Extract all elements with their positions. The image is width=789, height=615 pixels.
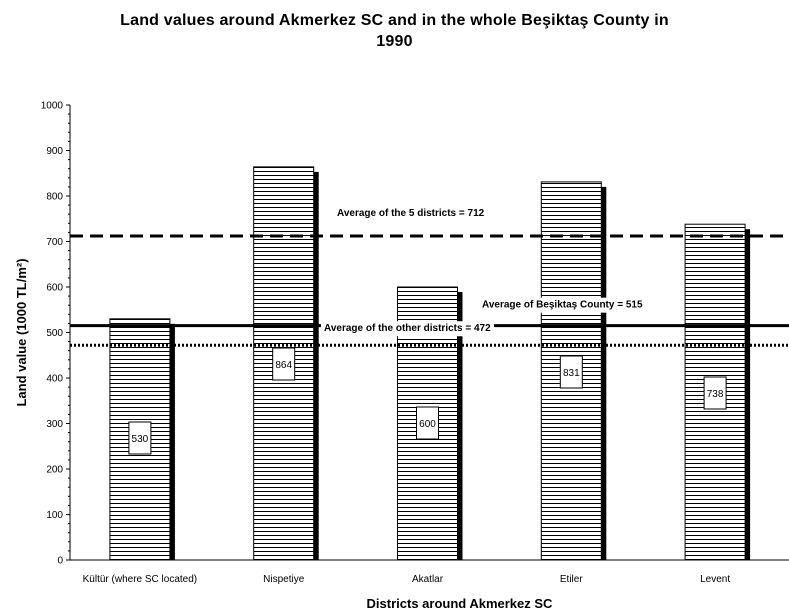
data-label-box (272, 347, 296, 381)
reference-line-label-bg (321, 321, 495, 337)
reference-line-label-bg (479, 297, 646, 313)
y-tick-label: 400 (46, 374, 63, 385)
data-label: 864 (272, 347, 296, 381)
data-label: 600 (416, 406, 439, 440)
x-tick-label: Levent (700, 574, 730, 585)
chart-title-line2: 1990 (376, 33, 413, 50)
data-label: 530 (128, 421, 152, 455)
y-tick-label: 600 (46, 283, 63, 294)
data-label-box (128, 421, 152, 455)
data-label: 738 (703, 376, 727, 410)
data-label: 831 (559, 355, 583, 389)
y-tick-label: 300 (46, 419, 63, 430)
data-label-text: 738 (707, 389, 724, 400)
y-tick-label: 500 (46, 328, 63, 339)
data-label-box (416, 406, 439, 440)
bars (109, 166, 751, 561)
data-label-text: 600 (419, 419, 436, 430)
y-tick-label: 1000 (41, 101, 64, 112)
axes: 0 100 200 300 400 500 600 700 800 900 1000 Land val… (14, 101, 789, 611)
chart-title-line1: Land values around Akmerkez SC and in th… (120, 12, 669, 29)
data-label-box (703, 376, 727, 410)
reference-line-label: Average of the other districts = 472 (324, 323, 491, 334)
x-axis-label: Districts around Akmerkez SC (367, 596, 554, 611)
y-tick-label: 200 (46, 465, 63, 476)
y-axis-label: Land value (1000 TL/m²) (14, 258, 29, 406)
x-tick-label: Etiler (560, 574, 583, 585)
labels: Kültür (where SC located) Nispetiye Akatla… (83, 206, 730, 585)
reference-line-label-bg (334, 206, 488, 222)
x-tick-label: Kültür (where SC located) (83, 574, 198, 585)
data-label-box (559, 355, 583, 389)
chart-title: Land values around Akmerkez SC and in th… (40, 10, 749, 52)
data-label-text: 831 (563, 368, 580, 379)
y-tick-label: 800 (46, 192, 63, 203)
reference-line-label: Average of the 5 districts = 712 (337, 208, 485, 219)
data-label-text: 864 (275, 360, 292, 371)
y-tick-label: 0 (57, 556, 63, 567)
y-tick-label: 900 (46, 146, 63, 157)
x-tick-label: Akatlar (412, 574, 444, 585)
reference-line-label: Average of Beşiktaş County = 515 (482, 300, 643, 311)
data-label-text: 530 (132, 434, 149, 445)
y-tick-label: 100 (46, 510, 63, 521)
y-tick-label: 700 (46, 237, 63, 248)
x-tick-label: Nispetiye (263, 574, 305, 585)
